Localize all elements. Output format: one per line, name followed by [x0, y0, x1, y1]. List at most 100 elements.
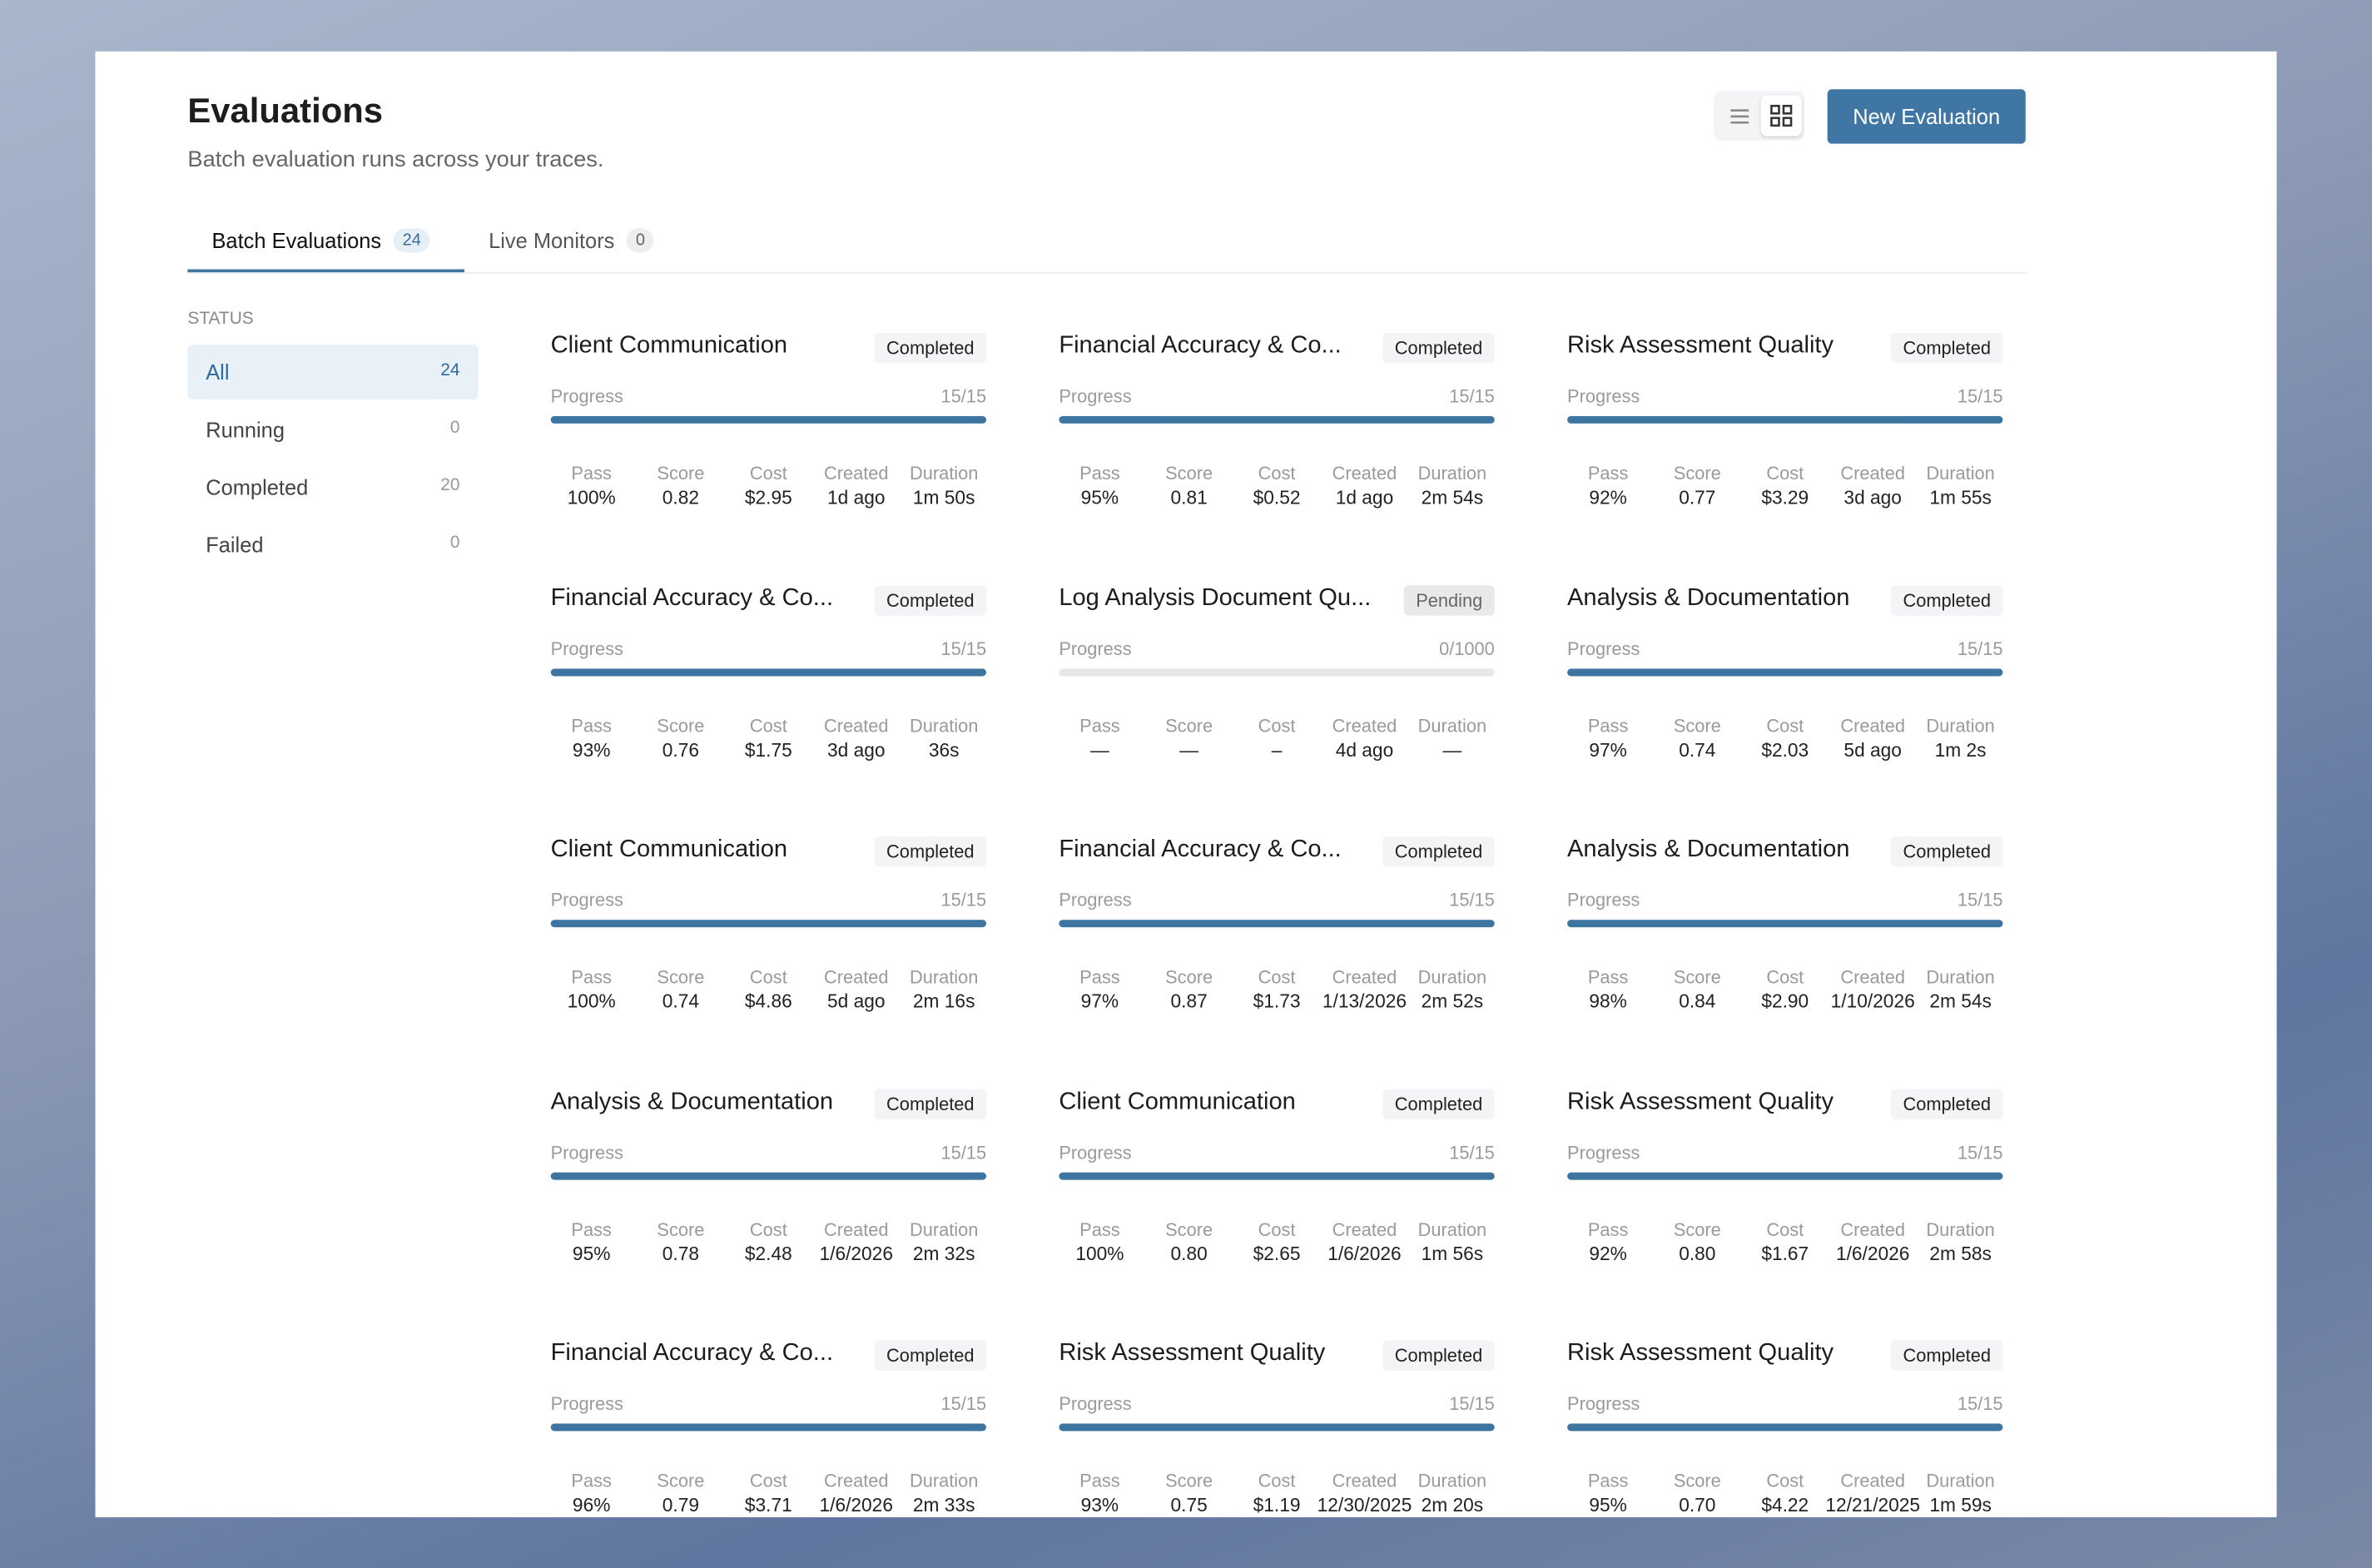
- evaluation-card[interactable]: Risk Assessment Quality Completed Progress…: [1567, 1079, 2003, 1291]
- evaluation-card[interactable]: Financial Accuracy & Co... Completed Progr…: [550, 1331, 987, 1517]
- progress-fill: [1567, 667, 2003, 676]
- progress-value: 15/15: [940, 385, 987, 407]
- metric-label: Duration: [1926, 1470, 1995, 1492]
- metric-label: Duration: [1926, 463, 1995, 484]
- metric-label: Cost: [749, 463, 787, 484]
- metric-value: 1/6/2026: [819, 1243, 893, 1264]
- status-badge: Completed: [1890, 584, 2003, 615]
- metric-label: Cost: [1766, 1470, 1804, 1492]
- metric-value: $4.86: [744, 990, 792, 1012]
- metric-label: Cost: [1258, 1218, 1296, 1240]
- metric-label: Duration: [1926, 1218, 1995, 1240]
- status-filter[interactable]: All 24: [187, 345, 479, 399]
- metric-label: Created: [823, 966, 889, 988]
- progress-fill: [550, 667, 987, 676]
- metric-label: Score: [1165, 714, 1213, 737]
- status-badge: Completed: [1890, 1340, 2003, 1371]
- evaluation-card[interactable]: Risk Assessment Quality Completed Progress…: [1059, 1331, 1495, 1517]
- filter-count: 0: [449, 419, 460, 438]
- metric-label: Created: [1840, 714, 1905, 737]
- metric-value: 0.74: [662, 990, 700, 1012]
- evaluation-card[interactable]: Log Analysis Document Qu... Pending Progre…: [1059, 576, 1495, 787]
- filter-count: 24: [440, 361, 460, 380]
- progress-label: Progress: [1567, 1393, 1640, 1415]
- metric-value: 93%: [572, 738, 611, 761]
- progress-label: Progress: [1567, 638, 1640, 659]
- progress-value: 0/1000: [1439, 638, 1495, 659]
- grid-view-button[interactable]: [1760, 95, 1802, 136]
- metric-label: Pass: [1587, 1218, 1629, 1240]
- metric-label: Cost: [1258, 714, 1296, 737]
- evaluation-card[interactable]: Risk Assessment Quality Completed Progress…: [1567, 1331, 2003, 1517]
- metric-value: 36s: [928, 738, 960, 761]
- progress-label: Progress: [1567, 1141, 1640, 1163]
- status-filter[interactable]: Failed 0: [187, 518, 478, 572]
- evaluation-card[interactable]: Analysis & Documentation Completed Progres…: [550, 1079, 987, 1291]
- evaluation-card[interactable]: Analysis & Documentation Completed Progres…: [1567, 576, 2003, 787]
- evaluation-card[interactable]: Financial Accuracy & Co... Completed Progr…: [1059, 827, 1495, 1039]
- metric-value: $1.67: [1761, 1243, 1809, 1264]
- metric-value: 2m 58s: [1929, 1243, 1992, 1264]
- list-view-button[interactable]: [1728, 104, 1752, 128]
- progress-value: 15/15: [1957, 889, 2003, 911]
- evaluation-card[interactable]: Analysis & Documentation Completed Progres…: [1567, 827, 2003, 1039]
- metric-value: 95%: [572, 1243, 611, 1264]
- progress-label: Progress: [1059, 1393, 1132, 1415]
- progress-fill: [550, 415, 987, 424]
- card-title: Analysis & Documentation: [1567, 584, 1850, 611]
- view-toggle: [1714, 91, 1805, 141]
- metric-value: 100%: [567, 990, 616, 1012]
- metric-value: $3.71: [744, 1494, 792, 1516]
- metric-value: $0.52: [1253, 487, 1301, 509]
- metric-value: 0.75: [1170, 1494, 1208, 1516]
- metric-label: Cost: [1258, 463, 1296, 484]
- progress-value: 15/15: [940, 1141, 987, 1163]
- progress-fill: [1059, 415, 1495, 424]
- tab[interactable]: Batch Evaluations 24: [211, 228, 430, 253]
- metric-label: Score: [657, 1218, 705, 1240]
- progress-value: 15/15: [1957, 385, 2003, 407]
- evaluation-card[interactable]: Financial Accuracy & Co... Completed Progr…: [1059, 324, 1495, 535]
- progress-value: 15/15: [1449, 385, 1495, 407]
- status-badge: Completed: [1890, 1088, 2003, 1119]
- card-title: Financial Accuracy & Co...: [1059, 332, 1342, 359]
- evaluation-card[interactable]: Risk Assessment Quality Completed Progress…: [1567, 324, 2003, 535]
- progress-fill: [1059, 1171, 1495, 1179]
- metric-label: Pass: [1587, 966, 1629, 988]
- metric-value: 5d ago: [827, 990, 886, 1012]
- metric-value: 0.80: [1170, 1243, 1208, 1264]
- metric-value: 1/13/2026: [1322, 990, 1407, 1012]
- status-filter[interactable]: Running 0: [187, 402, 478, 456]
- evaluation-card[interactable]: Client Communication Completed Progress 15/…: [550, 827, 987, 1039]
- metric-value: 0.80: [1679, 1243, 1716, 1264]
- metric-value: 1/6/2026: [819, 1494, 893, 1516]
- evaluation-card[interactable]: Client Communication Completed Progress 15/…: [1059, 1079, 1495, 1291]
- card-title: Client Communication: [550, 332, 788, 359]
- metric-label: Created: [1332, 714, 1397, 737]
- metric-label: Pass: [571, 966, 612, 988]
- evaluation-card[interactable]: Client Communication Completed Progress 15/…: [550, 324, 987, 535]
- metric-label: Score: [1673, 966, 1721, 988]
- progress-value: 15/15: [1449, 1141, 1495, 1163]
- tab[interactable]: Live Monitors 0: [489, 228, 654, 253]
- card-title: Risk Assessment Quality: [1567, 332, 1834, 359]
- metric-label: Duration: [1417, 714, 1487, 737]
- status-badge: Completed: [1890, 836, 2003, 867]
- metric-value: 0.87: [1170, 990, 1208, 1012]
- metric-value: 5d ago: [1844, 738, 1902, 761]
- tab-underline: [187, 269, 465, 273]
- status-badge: Completed: [874, 332, 987, 364]
- filter-count: 0: [449, 533, 460, 553]
- metric-label: Cost: [749, 966, 787, 988]
- metric-label: Duration: [909, 463, 979, 484]
- progress-label: Progress: [1059, 385, 1132, 407]
- card-title: Risk Assessment Quality: [1567, 1088, 1834, 1114]
- metric-value: 3d ago: [827, 738, 886, 761]
- metric-value: 100%: [567, 487, 616, 509]
- evaluation-card[interactable]: Financial Accuracy & Co... Completed Progr…: [550, 576, 987, 787]
- metric-label: Duration: [909, 1470, 979, 1492]
- status-filter[interactable]: Completed 20: [187, 460, 478, 514]
- new-evaluation-button[interactable]: New Evaluation: [1827, 89, 2026, 144]
- metric-value: 92%: [1589, 1243, 1627, 1264]
- progress-label: Progress: [550, 889, 623, 911]
